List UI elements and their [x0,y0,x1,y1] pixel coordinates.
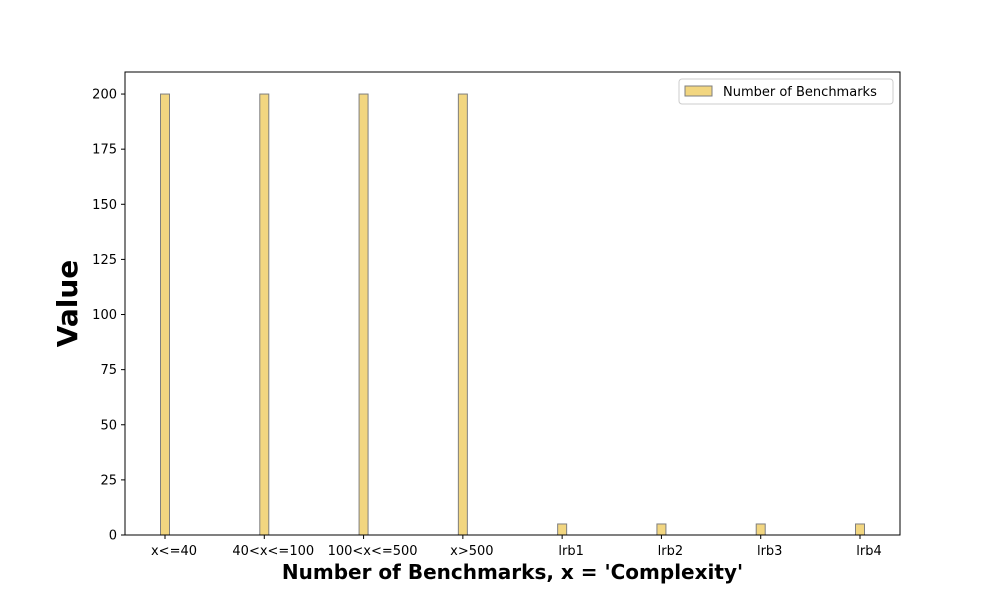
bar-lrb3 [755,523,766,536]
bar-40<x<=100 [259,93,270,536]
legend-label: Number of Benchmarks [723,85,877,100]
x-tick-label: lrb1 [558,544,583,559]
y-tick-label: 75 [100,363,117,378]
bar-x<=40 [160,93,170,536]
y-tick-label: 125 [92,253,117,268]
bar-x>500 [457,93,468,536]
x-axis: x<=40 40<x<=100 100<x<=500 x>500 lrb1 lrb2 lrb… [151,535,882,559]
bar-lrb2 [656,523,667,536]
y-tick-label: 50 [100,418,117,433]
y-tick-label: 200 [92,88,117,103]
y-tick-label: 175 [92,143,117,158]
y-tick-label: 25 [100,473,117,488]
x-tick-label: x>500 [450,544,493,559]
y-tick-label: 150 [92,198,117,213]
legend-swatch [684,85,713,97]
x-tick-label: lrb2 [658,544,683,559]
x-tick-label: x<=40 [151,544,197,559]
legend: Number of Benchmarks [678,78,894,105]
y-tick-label: 100 [92,308,117,323]
y-tick-label: 0 [109,529,117,544]
bar-lrb1 [557,523,568,536]
bar-lrb4 [855,523,865,536]
bar-100<x<=500 [358,93,369,536]
x-axis-title: Number of Benchmarks, x = 'Complexity' [282,560,743,584]
y-axis-title: Value [51,260,84,348]
legend-box [678,78,894,105]
plot-frame [124,71,901,536]
x-tick-label: 100<x<=500 [328,544,418,559]
bars-group [160,93,865,536]
x-tick-label: lrb3 [757,544,782,559]
y-axis: 0 25 50 75 100 125 150 175 200 [92,88,125,544]
x-tick-label: 40<x<=100 [232,544,314,559]
x-tick-label: lrb4 [856,544,881,559]
